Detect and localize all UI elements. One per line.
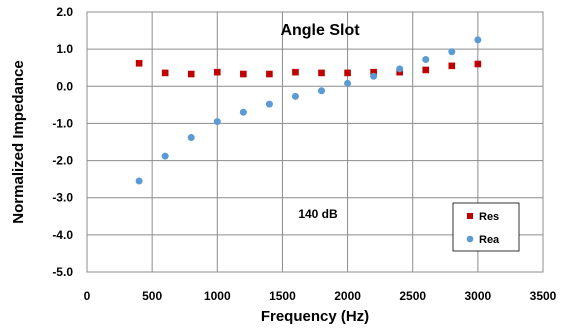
plot-area-border: [86, 11, 544, 273]
data-point-rea: [370, 72, 378, 80]
data-point-rea: [239, 108, 247, 116]
x-tick-label: 0: [84, 289, 91, 303]
data-point-res: [266, 70, 273, 78]
data-point-rea: [265, 100, 273, 108]
data-point-rea: [448, 48, 456, 56]
data-point-rea: [422, 56, 430, 64]
data-point-res: [344, 69, 351, 77]
data-point-rea: [291, 92, 299, 100]
x-axis-title: Frequency (Hz): [261, 308, 369, 325]
y-tick-label: -1.0: [52, 116, 73, 130]
data-point-res: [292, 68, 299, 76]
data-point-res: [240, 70, 247, 78]
legend-box: [452, 202, 520, 252]
y-tick-label: 1.0: [56, 42, 73, 56]
y-tick-label: -2.0: [52, 154, 73, 168]
x-tick-label: 3500: [530, 289, 557, 303]
y-tick-label: 2.0: [56, 5, 73, 19]
data-point-rea: [213, 118, 221, 126]
data-point-res: [448, 62, 456, 70]
y-tick-label: -3.0: [52, 191, 73, 205]
legend-marker-res: [467, 213, 473, 219]
data-point-rea: [187, 134, 195, 142]
data-point-res: [187, 70, 195, 78]
y-tick-label: -5.0: [52, 265, 73, 279]
data-point-res: [422, 66, 430, 74]
y-axis-title: Normalized Impedance: [10, 60, 27, 223]
chart-title: Angle Slot: [280, 22, 360, 39]
y-tick-label: -4.0: [52, 228, 73, 242]
x-tick-label: 3000: [465, 289, 492, 303]
x-tick-label: 2000: [334, 289, 361, 303]
data-point-rea: [318, 87, 326, 95]
data-point-rea: [161, 152, 169, 160]
legend: Res Rea: [452, 202, 520, 252]
chart-annotation: 140 dB: [298, 207, 338, 221]
data-point-res: [370, 68, 377, 76]
x-tick-label: 500: [142, 289, 162, 303]
data-point-res: [135, 59, 143, 67]
legend-label-res: Res: [479, 211, 499, 223]
data-point-rea: [344, 79, 352, 87]
x-tick-label: 1000: [204, 289, 231, 303]
data-point-rea: [396, 65, 404, 73]
legend-label-rea: Rea: [479, 234, 500, 246]
data-point-res: [213, 68, 221, 76]
data-point-rea: [474, 36, 482, 44]
data-point-res: [161, 69, 169, 77]
data-point-rea: [135, 177, 143, 185]
y-tick-label: 0.0: [56, 79, 73, 93]
data-point-res: [318, 69, 325, 77]
x-tick-label: 2500: [399, 289, 426, 303]
data-point-res: [474, 60, 482, 68]
grid-lines: [87, 12, 543, 272]
x-tick-label: 1500: [269, 289, 296, 303]
tick-labels: 0 500 1000 1500 2000 2500 3000 3500 2.0 1.0 0.0 -1.…: [52, 5, 556, 303]
legend-marker-rea: [466, 235, 474, 243]
data-marks: [135, 36, 482, 185]
